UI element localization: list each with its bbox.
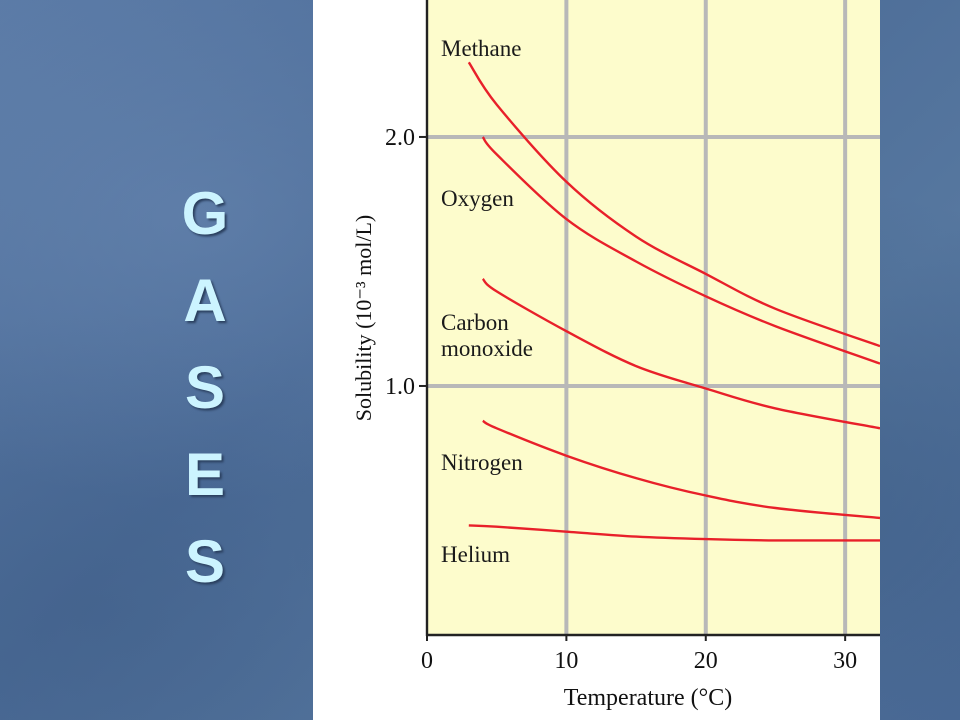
series-line: [481, 136, 880, 365]
tick-labels: 0 10 20 30 1.0 2.0: [385, 125, 857, 674]
series-line: [482, 419, 880, 520]
series-line: [481, 278, 880, 430]
axes: [419, 0, 880, 641]
series-label: Carbon: [441, 310, 509, 335]
x-tick-label: 20: [694, 648, 718, 674]
side-title-letter: G: [181, 180, 229, 247]
series-label: Helium: [441, 542, 510, 567]
x-tick-label: 10: [554, 648, 578, 674]
series-line: [467, 61, 880, 348]
series-line: [468, 524, 880, 542]
side-title-letter: S: [184, 528, 226, 595]
side-title-letter: E: [184, 441, 226, 508]
series-curves: [467, 61, 880, 542]
series-label: Oxygen: [441, 186, 514, 211]
y-tick-label: 1.0: [385, 374, 415, 400]
y-tick-label: 2.0: [385, 125, 415, 151]
x-axis-title: Temperature (°C): [564, 685, 733, 711]
side-title-letter: A: [183, 267, 227, 334]
grid: [427, 0, 880, 635]
x-tick-label: 30: [833, 648, 857, 674]
y-axis-title: Solubility (10⁻³ mol/L): [351, 215, 376, 421]
series-label: Nitrogen: [441, 450, 523, 475]
series-label: monoxide: [441, 336, 533, 361]
series-label: Methane: [441, 36, 521, 61]
side-title-letter: S: [184, 354, 226, 421]
plot-area: [427, 0, 880, 635]
side-title: G A S E S: [170, 170, 240, 605]
x-tick-label: 0: [421, 648, 433, 674]
